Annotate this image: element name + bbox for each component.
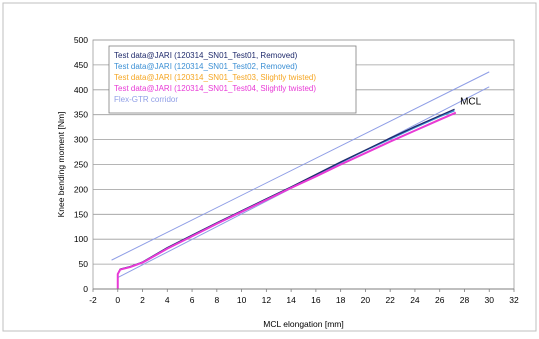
x-tick-label: 32: [509, 295, 519, 305]
x-tick-label: 8: [214, 295, 219, 305]
x-tick-label: 26: [435, 295, 445, 305]
x-tick-label: 0: [115, 295, 120, 305]
legend-entry: Test data@JARI (120314_SN01_Test04, Slig…: [114, 84, 316, 93]
x-tick-label: 24: [410, 295, 420, 305]
x-tick-label: 16: [311, 295, 321, 305]
legend: Test data@JARI (120314_SN01_Test01, Remo…: [108, 45, 357, 114]
x-tick-label: 18: [336, 295, 346, 305]
y-tick-label: 500: [74, 35, 88, 45]
annotations: MCL: [460, 97, 482, 108]
y-tick-label: 450: [74, 60, 88, 70]
x-tick-label: 30: [485, 295, 495, 305]
y-tick-label: 250: [74, 160, 88, 170]
y-tick-label: 50: [79, 259, 89, 269]
legend-entry: Test data@JARI (120314_SN01_Test01, Remo…: [114, 51, 298, 60]
y-tick-label: 350: [74, 110, 88, 120]
x-tick-label: 12: [262, 295, 272, 305]
x-tick-label: 4: [165, 295, 170, 305]
series-line-4: [116, 111, 457, 289]
series-line-5: [111, 71, 490, 261]
legend-entry: Flex-GTR corridor: [114, 95, 178, 104]
x-tick-label: 10: [237, 295, 247, 305]
x-tick-label: 14: [286, 295, 296, 305]
x-tick-label: 20: [361, 295, 371, 305]
legend-box: [108, 45, 357, 114]
y-tick-label: 300: [74, 135, 88, 145]
y-tick-label: 200: [74, 184, 88, 194]
series-layer: [111, 71, 490, 289]
x-tick-label: 28: [460, 295, 470, 305]
y-tick-label: 150: [74, 209, 88, 219]
y-axis-title: Knee bending moment [Nm]: [56, 112, 66, 218]
x-tick-label: -2: [89, 295, 97, 305]
y-tick-label: 400: [74, 85, 88, 95]
legend-entry: Test data@JARI (120314_SN01_Test03, Slig…: [114, 73, 316, 82]
legend-entry: Test data@JARI (120314_SN01_Test02, Remo…: [114, 62, 298, 71]
annotation-label: MCL: [460, 97, 482, 108]
y-tick-label: 0: [83, 284, 88, 294]
x-tick-label: 22: [385, 295, 395, 305]
y-tick-label: 100: [74, 234, 88, 244]
x-axis-title: MCL elongation [mm]: [263, 319, 343, 329]
chart-border: [2, 2, 537, 332]
x-tick-label: 6: [190, 295, 195, 305]
x-tick-label: 2: [140, 295, 145, 305]
